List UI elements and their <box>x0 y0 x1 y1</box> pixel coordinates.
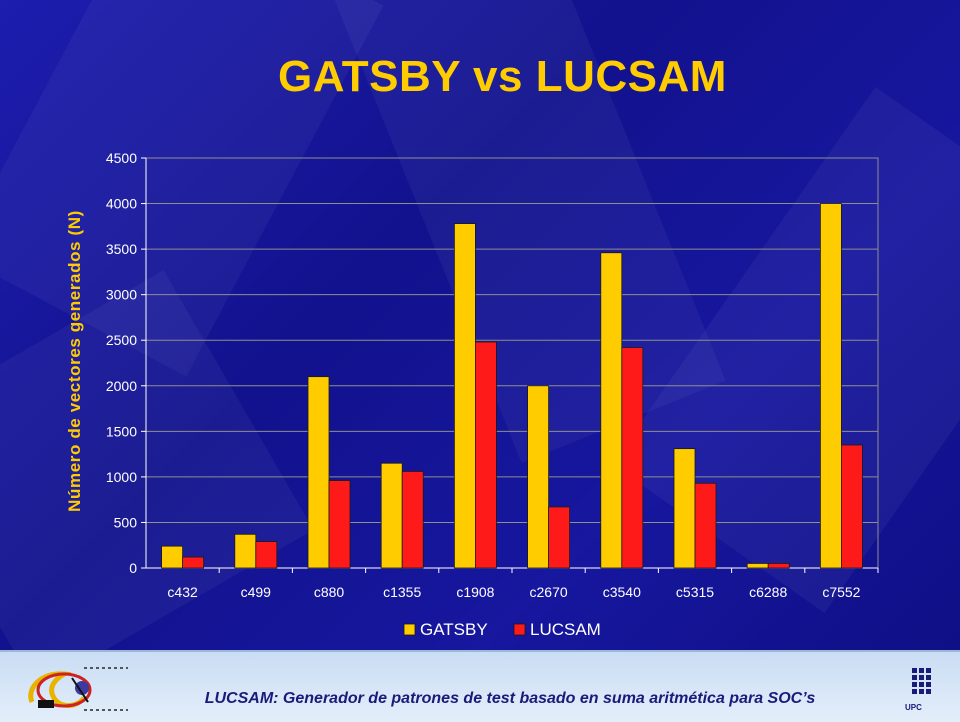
bar-chart: 0 500 1000 1500 2000 2500 3000 3500 4000 4500 c432… <box>65 150 879 639</box>
bar-gatsby-c5315 <box>673 448 696 569</box>
bar-gatsby-c1908 <box>453 223 476 569</box>
bar-lucsam-c499 <box>255 541 278 569</box>
legend-swatch-gatsby <box>403 623 416 636</box>
footer-text: LUCSAM: Generador de patrones de test ba… <box>204 690 816 707</box>
y-tick-label: 500 <box>114 514 138 530</box>
y-tick-label: 4500 <box>106 150 137 166</box>
slide-title: GATSBY vs LUCSAM <box>278 52 727 101</box>
y-axis-title: Número de vectores generados (N) <box>65 210 84 512</box>
x-tick-label: c6288 <box>749 584 787 600</box>
bar-gatsby-c3540 <box>600 252 623 569</box>
bar-gatsby-c6288 <box>746 563 769 569</box>
bar-lucsam-c880 <box>328 480 351 569</box>
bar-gatsby-c880 <box>307 376 330 569</box>
plot-area <box>145 157 879 569</box>
x-tick-label: c880 <box>314 584 345 600</box>
y-tick-label: 4000 <box>106 196 137 212</box>
x-tick-label: c5315 <box>676 584 714 600</box>
bar-gatsby-c7552 <box>820 203 842 569</box>
x-tick-label: c1908 <box>456 584 494 600</box>
bar-lucsam-c3540 <box>621 347 644 569</box>
bar-gatsby-c2670 <box>527 385 549 569</box>
y-tick-label: 3000 <box>106 287 137 303</box>
y-tick-label: 0 <box>129 560 137 576</box>
y-tick-label: 2500 <box>106 332 137 348</box>
bar-lucsam-c6288 <box>767 563 790 569</box>
upc-caption: UPC <box>905 703 922 712</box>
legend-label-gatsby: GATSBY <box>420 620 488 639</box>
bar-lucsam-c7552 <box>841 444 863 569</box>
y-tick-label: 3500 <box>106 241 137 257</box>
x-tick-label: c7552 <box>822 584 860 600</box>
footer-bar: LUCSAM: Generador de patrones de test ba… <box>0 650 960 722</box>
y-tick-label: 1500 <box>106 423 137 439</box>
x-tick-label: c1355 <box>383 584 421 600</box>
bar-gatsby-c499 <box>234 533 257 569</box>
bar-gatsby-c1355 <box>380 462 403 569</box>
y-tick-label: 1000 <box>106 469 137 485</box>
x-tick-label: c3540 <box>603 584 641 600</box>
x-tick-label: c2670 <box>530 584 568 600</box>
bar-lucsam-c5315 <box>694 482 717 569</box>
cad-logo-icon <box>28 667 128 711</box>
bar-lucsam-c1355 <box>401 471 424 569</box>
legend-label-lucsam: LUCSAM <box>530 620 601 639</box>
y-tick-label: 2000 <box>106 378 137 394</box>
x-tick-label: c499 <box>241 584 272 600</box>
bar-lucsam-c2670 <box>548 506 570 569</box>
legend-swatch-lucsam <box>513 623 526 636</box>
bar-lucsam-c432 <box>182 556 205 569</box>
upc-logo-icon <box>912 668 931 694</box>
x-tick-label: c432 <box>167 584 198 600</box>
bar-lucsam-c1908 <box>474 341 497 569</box>
bar-gatsby-c432 <box>161 545 184 569</box>
